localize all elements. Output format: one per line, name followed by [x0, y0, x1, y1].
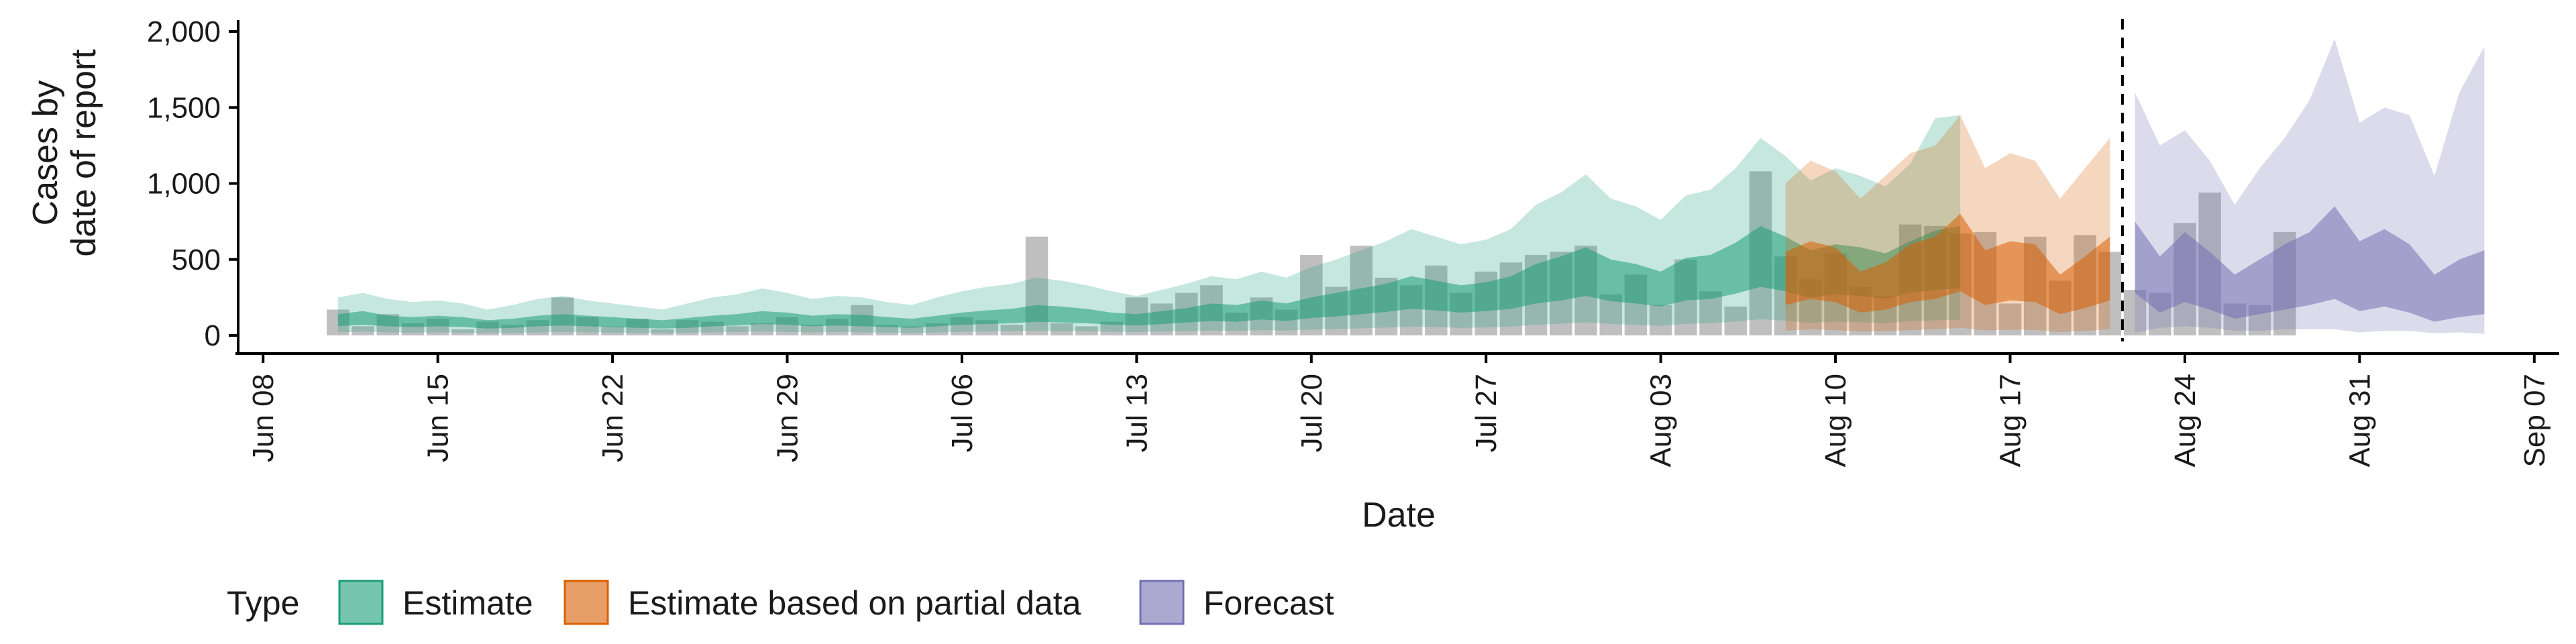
ribbon-inner-estimate: [337, 225, 1961, 329]
x-tick-label: Aug 24: [2169, 374, 2202, 467]
bar: [451, 329, 474, 335]
ribbon-inner-partial: [1785, 213, 2110, 315]
y-tick-label: 0: [205, 319, 221, 352]
bar: [1075, 326, 1098, 335]
legend-key-partial: [564, 580, 609, 625]
ribbons-layer: [337, 39, 2485, 334]
bar: [601, 326, 624, 335]
legend-label-estimate: Estimate: [402, 584, 533, 622]
ribbon-inner-forecast: [2135, 206, 2485, 322]
x-tick-label: Jun 08: [247, 374, 280, 462]
y-tick-label: 2,000: [147, 15, 221, 48]
bar: [751, 323, 774, 335]
y-tick-label: 1,500: [147, 91, 221, 124]
bar: [800, 325, 824, 335]
x-tick-label: Jul 20: [1295, 374, 1328, 452]
y-axis-title: Cases by date of report: [26, 49, 103, 257]
bar: [1100, 321, 1123, 335]
x-tick-label: Aug 17: [1994, 374, 2027, 467]
bar: [1051, 323, 1073, 335]
y-axis-title-line-2: date of report: [64, 49, 103, 257]
y-tick-label: 1,000: [147, 168, 221, 201]
x-tick-label: Aug 10: [1819, 374, 1852, 467]
legend-title: Type: [227, 584, 299, 622]
x-tick-label: Aug 03: [1645, 374, 1678, 467]
bar: [875, 325, 899, 335]
bar: [651, 329, 674, 335]
x-tick-label: Sep 07: [2518, 374, 2551, 467]
y-tick-label: 500: [172, 244, 221, 276]
bar: [352, 326, 374, 335]
bar: [900, 326, 924, 335]
legend-label-partial: Estimate based on partial data: [628, 584, 1081, 622]
bar: [726, 326, 749, 335]
x-axis: Jun 08 Jun 15 Jun 22 Jun 29 Jul 06 Jul 13 Jul …: [235, 352, 2559, 467]
bar: [1300, 254, 1323, 335]
x-tick-label: Jul 06: [946, 374, 979, 452]
legend-key-estimate: [338, 580, 384, 625]
x-tick-label: Aug 31: [2343, 374, 2376, 467]
legend: Type Estimate Estimate based on partial …: [227, 580, 1334, 625]
bar: [1998, 303, 2022, 335]
ribbon-outer-estimate: [337, 115, 1961, 333]
y-axis-title-line-1: Cases by: [26, 80, 65, 226]
legend-key-forecast: [1139, 580, 1185, 625]
x-tick-label: Jun 29: [771, 374, 804, 462]
bar: [1000, 325, 1024, 335]
bar: [1649, 305, 1672, 335]
x-axis-title: Date: [1362, 496, 1436, 535]
x-tick-label: Jul 13: [1120, 374, 1153, 452]
y-axis: 0 500 1,000 1,500 2,000: [147, 15, 239, 354]
bar: [1724, 306, 1747, 335]
x-tick-label: Jun 22: [596, 374, 629, 462]
legend-label-forecast: Forecast: [1203, 584, 1334, 622]
x-tick-label: Jul 27: [1470, 374, 1503, 452]
x-tick-label: Jun 15: [422, 374, 455, 462]
